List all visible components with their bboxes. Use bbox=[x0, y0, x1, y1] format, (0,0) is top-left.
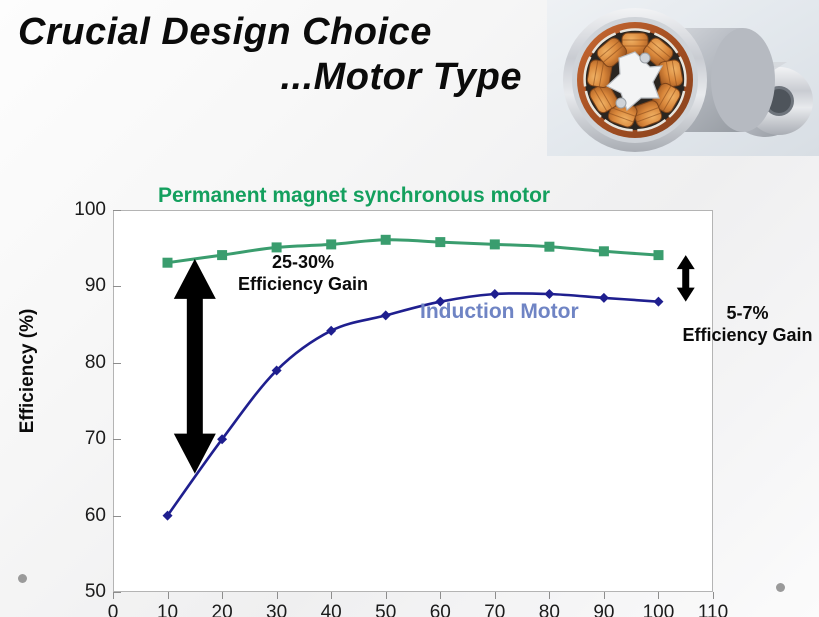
x-tick-mark-10 bbox=[167, 592, 169, 599]
x-tick-90: 90 bbox=[593, 602, 615, 617]
annotation-left-line1: 25-30% bbox=[271, 252, 335, 272]
motor-stator-photo bbox=[547, 0, 819, 156]
x-tick-10: 10 bbox=[156, 602, 179, 617]
y-axis-title: Efficiency (%) bbox=[17, 308, 38, 434]
x-tick-mark-60 bbox=[440, 592, 442, 599]
y-tick-70: 70 bbox=[84, 428, 106, 450]
annotation-left-line2: Efficiency Gain bbox=[237, 273, 369, 294]
x-tick-mark-40 bbox=[331, 592, 333, 599]
y-tick-mark-100 bbox=[113, 210, 121, 211]
x-tick-mark-90 bbox=[603, 592, 605, 599]
x-tick-mark-30 bbox=[276, 592, 278, 599]
y-tick-80: 80 bbox=[84, 351, 106, 373]
x-tick-110: 110 bbox=[697, 602, 729, 617]
x-tick-30: 30 bbox=[266, 602, 288, 617]
x-tick-100: 100 bbox=[642, 602, 675, 617]
x-tick-20: 20 bbox=[211, 602, 233, 617]
series-label-pmsm: Permanent magnet synchronous motor bbox=[158, 184, 551, 207]
y-axis-tick-labels: 50 60 70 80 90 100 bbox=[54, 199, 106, 602]
title-line-2: ...Motor Type bbox=[280, 55, 522, 98]
y-tick-mark-60 bbox=[113, 515, 121, 517]
x-tick-50: 50 bbox=[375, 602, 397, 617]
y-tick-50: 50 bbox=[84, 581, 106, 602]
x-tick-mark-100 bbox=[658, 592, 660, 599]
x-tick-mark-20 bbox=[222, 592, 224, 599]
slide-title: Crucial Design Choice ...Motor Type bbox=[14, 10, 544, 100]
efficiency-chart: 50 60 70 80 90 100 0 10 20 30 40 50 60 70 80 90 100 110 … bbox=[0, 160, 819, 617]
x-tick-mark-50 bbox=[385, 592, 387, 599]
annotation-left-efficiency-gain: 25-30% Efficiency Gain bbox=[223, 252, 383, 296]
x-tick-40: 40 bbox=[320, 602, 342, 617]
annotation-right-line1: 5-7% bbox=[726, 303, 769, 323]
y-tick-mark-80 bbox=[113, 362, 121, 364]
y-tick-100: 100 bbox=[74, 199, 106, 220]
x-tick-0: 0 bbox=[107, 602, 119, 617]
x-tick-60: 60 bbox=[429, 602, 451, 617]
x-tick-80: 80 bbox=[538, 602, 560, 617]
slide-decoration-dot-left bbox=[18, 574, 27, 583]
x-tick-mark-80 bbox=[549, 592, 551, 599]
annotation-right-line2: Efficiency Gain bbox=[682, 324, 813, 345]
motor-stator-illustration bbox=[547, 0, 819, 156]
x-tick-mark-0 bbox=[113, 592, 114, 599]
slide-decoration-dot-right bbox=[776, 583, 785, 592]
series-label-induction: Induction Motor bbox=[420, 300, 579, 323]
x-tick-70: 70 bbox=[484, 602, 506, 617]
y-tick-60: 60 bbox=[84, 504, 106, 526]
annotation-right-efficiency-gain: 5-7% Efficiency Gain bbox=[680, 303, 815, 347]
plot-area bbox=[113, 210, 713, 592]
y-tick-90: 90 bbox=[84, 275, 106, 297]
y-tick-mark-90 bbox=[113, 286, 121, 288]
x-tick-mark-110 bbox=[713, 592, 714, 599]
x-tick-mark-70 bbox=[494, 592, 496, 599]
y-tick-mark-70 bbox=[113, 439, 121, 441]
y-tick-mark-50 bbox=[113, 592, 121, 593]
title-line-1: Crucial Design Choice bbox=[18, 11, 432, 53]
x-axis-tick-labels: 0 10 20 30 40 50 60 70 80 90 100 110 bbox=[108, 592, 728, 617]
